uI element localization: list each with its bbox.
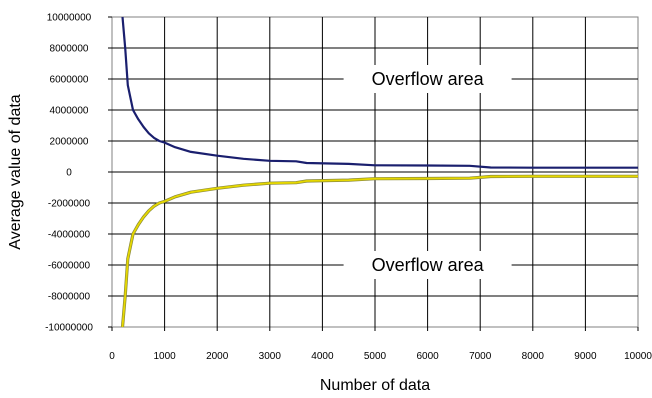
y-tick-label: 2000000 bbox=[50, 137, 89, 148]
y-tick-label: -4000000 bbox=[48, 230, 91, 241]
y-tick-label: 0 bbox=[66, 168, 72, 179]
x-tick-label: 3000 bbox=[259, 351, 282, 362]
y-tick-label: 6000000 bbox=[50, 75, 89, 86]
x-tick-label: 0 bbox=[109, 351, 115, 362]
y-tick-label: -8000000 bbox=[48, 292, 91, 303]
y-tick-label: -6000000 bbox=[48, 261, 91, 272]
x-axis-ticks: 0 1000 2000 3000 4000 5000 6000 7000 8000 9000 100… bbox=[109, 327, 652, 362]
x-tick-label: 4000 bbox=[311, 351, 334, 362]
series-line bbox=[121, 175, 638, 328]
annotation-label: Overflow area bbox=[372, 69, 485, 89]
annotation-label: Overflow area bbox=[372, 255, 485, 275]
x-tick-label: 7000 bbox=[469, 351, 492, 362]
y-axis-ticks: 10000000 8000000 6000000 4000000 2000000 0 -20… bbox=[45, 13, 112, 334]
x-axis-title: Number of data bbox=[320, 377, 430, 394]
y-tick-label: 10000000 bbox=[47, 13, 92, 24]
annotation-background bbox=[343, 251, 512, 279]
y-axis-title: Average value of data bbox=[7, 94, 24, 249]
y-tick-label: 4000000 bbox=[50, 106, 89, 117]
series-line bbox=[121, 16, 638, 169]
y-tick-label: -10000000 bbox=[45, 323, 93, 334]
x-tick-label: 5000 bbox=[364, 351, 387, 362]
annotation-layer: Overflow area Overflow area bbox=[343, 65, 512, 279]
x-tick-label: 6000 bbox=[416, 351, 439, 362]
x-tick-label: 2000 bbox=[206, 351, 229, 362]
x-tick-label: 8000 bbox=[522, 351, 545, 362]
x-tick-label: 10000 bbox=[624, 351, 652, 362]
x-tick-label: 1000 bbox=[153, 351, 176, 362]
series-layer bbox=[120, 16, 638, 328]
y-tick-label: -2000000 bbox=[48, 199, 91, 210]
annotation-background bbox=[343, 65, 512, 93]
y-tick-label: 8000000 bbox=[50, 44, 89, 55]
x-tick-label: 9000 bbox=[574, 351, 597, 362]
